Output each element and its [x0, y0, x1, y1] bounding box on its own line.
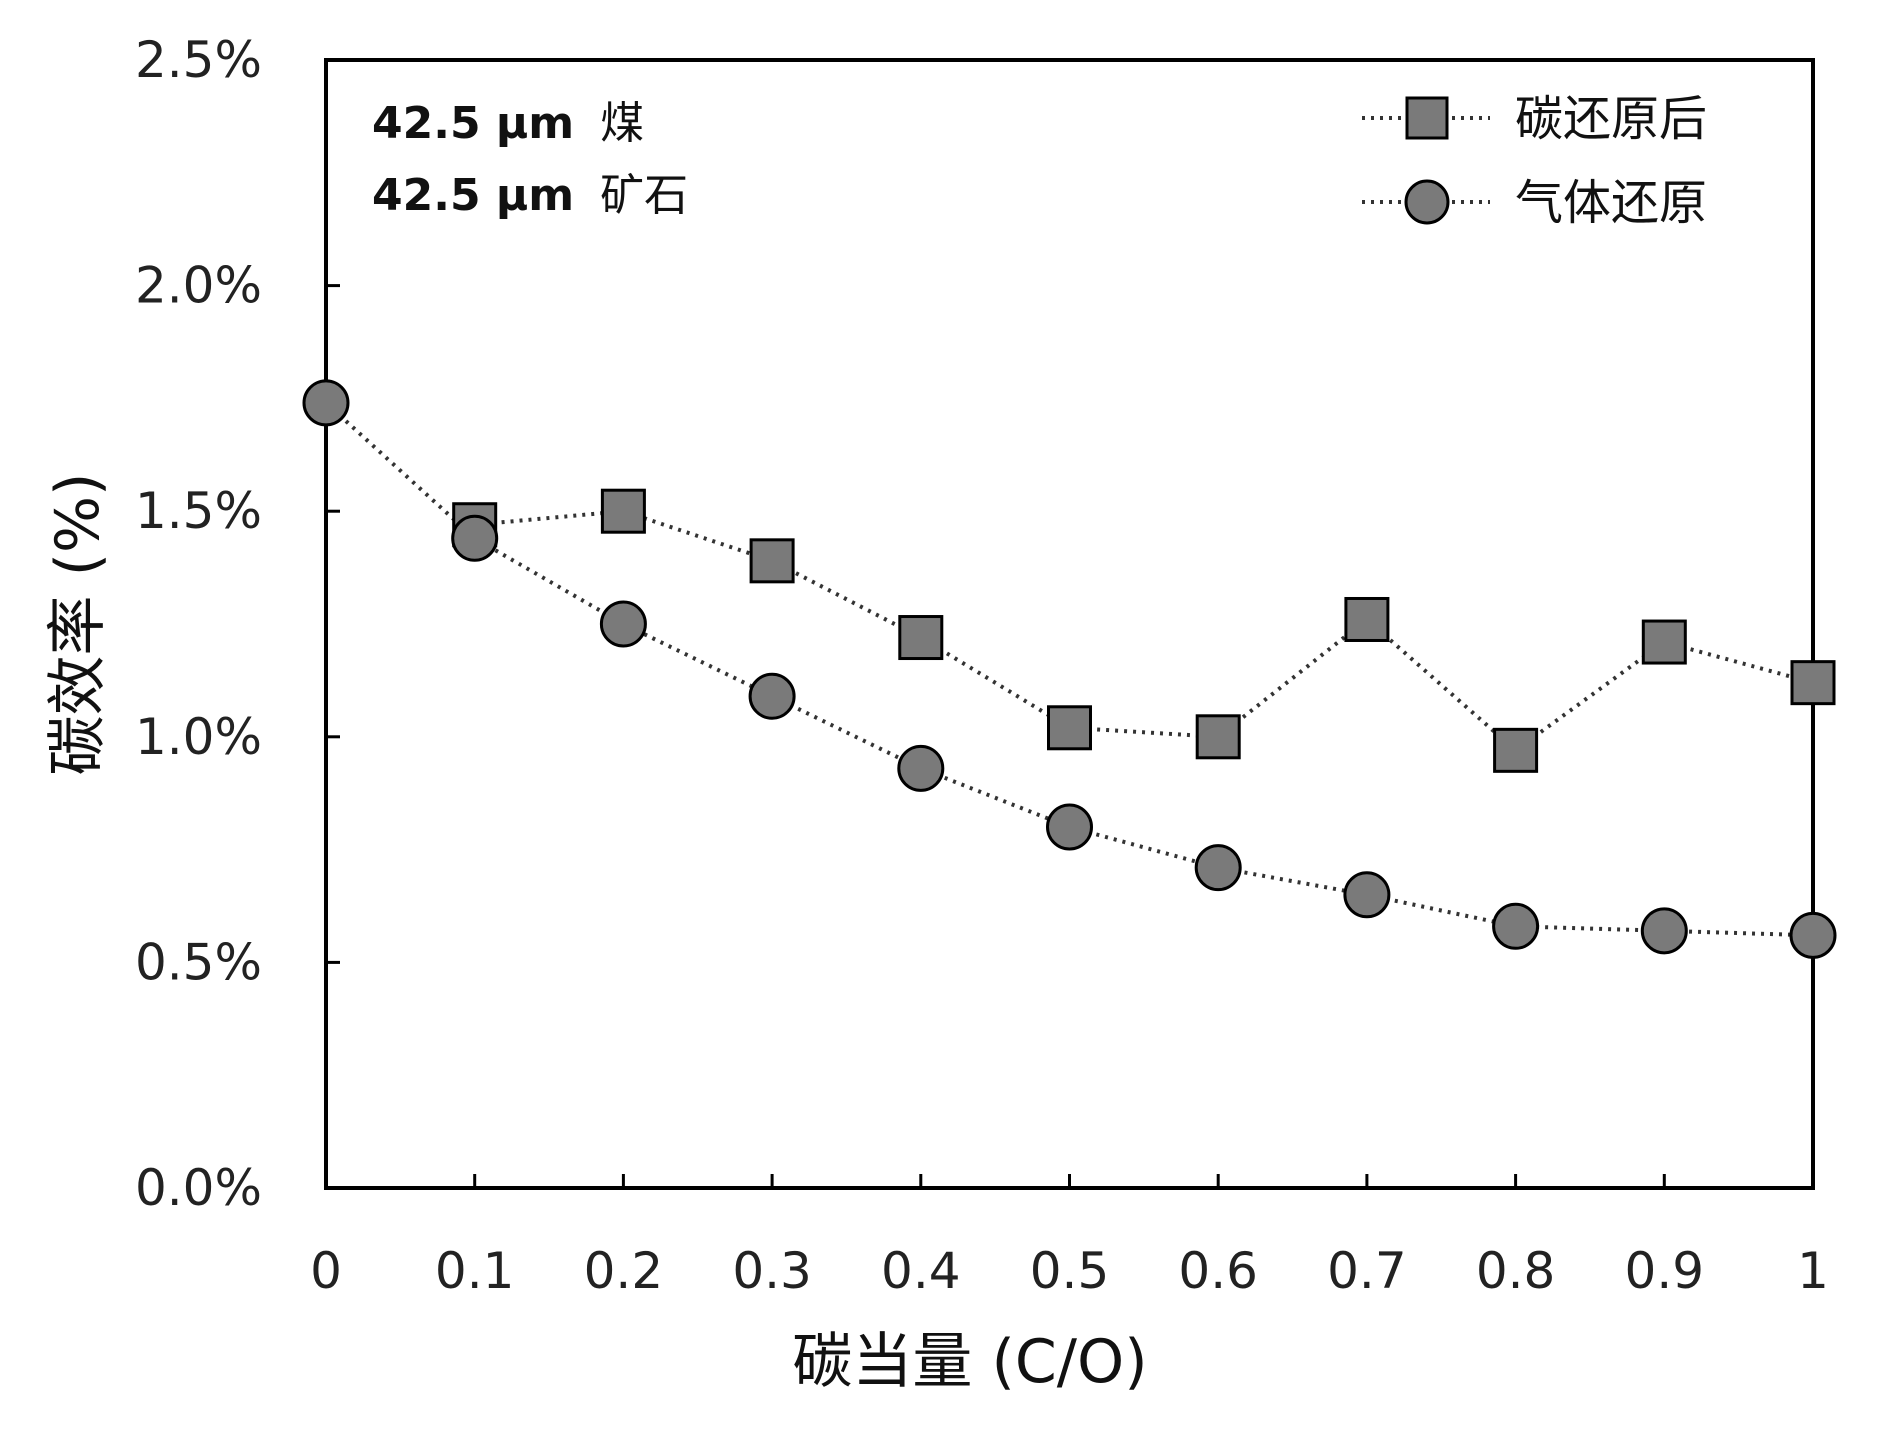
square-marker — [600, 488, 646, 534]
square-marker — [1344, 596, 1390, 642]
circle-marker — [1492, 902, 1540, 950]
legend: 碳还原后 气体还原 — [1362, 91, 1707, 231]
series-line-circle — [324, 401, 1814, 938]
x-axis-ticks: 0 0.1 0.2 0.3 0.4 0.5 0.6 0.7 0.8 0.9 1 — [310, 1174, 1829, 1300]
series-line-square — [474, 509, 1814, 753]
x-tick-label: 0.5 — [1030, 1242, 1110, 1300]
square-marker — [1641, 619, 1687, 665]
x-tick-label: 0.1 — [435, 1242, 515, 1300]
circle-marker — [897, 744, 945, 792]
y-axis-ticks: 0.0% 0.5% 1.0% 1.5% 2.0% 2.5% — [135, 31, 340, 1217]
circle-marker — [1046, 803, 1093, 851]
x-axis-title: 碳当量 (C/O) — [792, 1327, 1147, 1397]
square-marker — [749, 538, 795, 584]
x-tick-label: 0.3 — [732, 1242, 812, 1300]
square-marker — [1195, 714, 1241, 760]
circle-marker — [302, 379, 350, 427]
y-tick-label: 1.0% — [135, 708, 262, 766]
circle-marker — [748, 672, 796, 720]
x-tick-label: 0.7 — [1327, 1242, 1407, 1300]
y-tick-label: 0.5% — [135, 933, 262, 991]
square-marker — [898, 615, 944, 661]
x-tick-label: 0.2 — [584, 1242, 664, 1300]
x-tick-label: 0 — [310, 1242, 342, 1300]
annotation-coal-size: 42.5 μm — [372, 98, 574, 149]
y-tick-label: 2.0% — [135, 257, 262, 315]
annotation-coal: 42.5 μm 煤 — [372, 98, 644, 149]
circle-marker — [1640, 907, 1688, 955]
circle-marker — [1789, 911, 1837, 959]
circle-marker — [451, 514, 499, 562]
annotation-ore: 42.5 μm 矿石 — [372, 170, 688, 221]
annotation-block: 42.5 μm 煤 42.5 μm 矿石 — [372, 98, 688, 221]
circle-marker — [599, 600, 647, 648]
x-tick-label: 0.9 — [1625, 1242, 1705, 1300]
annotation-coal-label: 煤 — [600, 98, 644, 149]
y-tick-label: 1.5% — [135, 482, 262, 540]
series-markers — [302, 379, 1837, 959]
annotation-ore-size: 42.5 μm — [372, 170, 574, 221]
series-lines — [324, 401, 1814, 938]
y-tick-label: 2.5% — [135, 31, 262, 89]
annotation-ore-label: 矿石 — [600, 170, 688, 221]
x-tick-label: 1 — [1797, 1242, 1829, 1300]
circle-marker — [1194, 844, 1242, 892]
legend-label-carbon: 碳还原后 — [1515, 91, 1707, 147]
legend-marker-square — [1405, 96, 1449, 140]
square-marker — [1047, 705, 1092, 751]
legend-label-gas: 气体还原 — [1515, 175, 1707, 231]
x-tick-label: 0.6 — [1178, 1242, 1258, 1300]
y-tick-label: 0.0% — [135, 1159, 262, 1217]
square-marker — [1790, 660, 1836, 706]
y-axis-title: 碳效率 (%) — [43, 473, 113, 776]
x-tick-label: 0.8 — [1476, 1242, 1556, 1300]
square-marker — [1493, 727, 1539, 773]
legend-marker-circle — [1404, 179, 1450, 225]
x-tick-label: 0.4 — [881, 1242, 961, 1300]
circle-marker — [1343, 871, 1391, 919]
